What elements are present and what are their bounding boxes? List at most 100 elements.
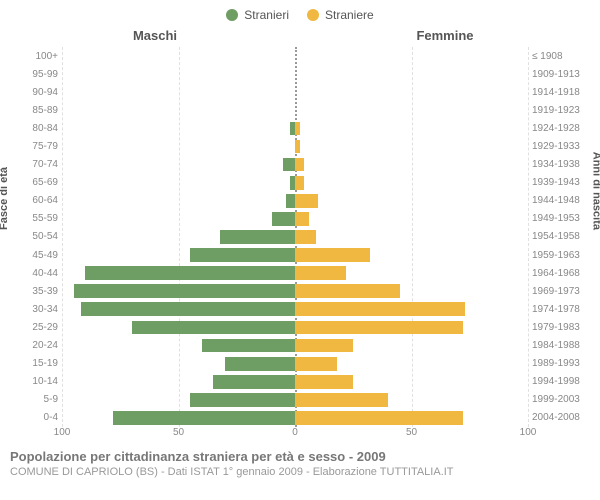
age-group-label: 80-84 <box>10 119 58 137</box>
age-group-label: 35-39 <box>10 282 58 300</box>
legend-label-male: Stranieri <box>244 8 289 22</box>
birth-year-label: 1919-1923 <box>532 101 590 119</box>
age-group-label: 0-4 <box>10 409 58 427</box>
legend-swatch-female <box>307 9 319 21</box>
birth-year-label: 1944-1948 <box>532 192 590 210</box>
plot-area: 100+95-9990-9485-8980-8475-7970-7465-696… <box>10 47 590 427</box>
y-axis-title-right: Anni di nascita <box>590 152 600 230</box>
pyramid-row <box>62 282 528 300</box>
male-bar <box>85 266 295 280</box>
x-tick-label: 50 <box>406 427 417 438</box>
birth-year-label: 2004-2008 <box>532 409 590 427</box>
birth-year-label: 1959-1963 <box>532 246 590 264</box>
pyramid-row <box>62 83 528 101</box>
age-group-label: 5-9 <box>10 391 58 409</box>
age-group-label: 40-44 <box>10 264 58 282</box>
birth-year-label: 1974-1978 <box>532 300 590 318</box>
male-bar <box>132 321 295 335</box>
birth-year-label: 1929-1933 <box>532 137 590 155</box>
female-bar <box>295 266 346 280</box>
age-group-label: 85-89 <box>10 101 58 119</box>
male-bar <box>220 230 295 244</box>
pyramid-row <box>62 119 528 137</box>
pyramid-row <box>62 373 528 391</box>
chart-title: Popolazione per cittadinanza straniera p… <box>10 449 590 464</box>
birth-year-label: 1964-1968 <box>532 264 590 282</box>
female-bar <box>295 375 353 389</box>
age-group-label: 15-19 <box>10 355 58 373</box>
legend: Stranieri Straniere <box>10 8 590 22</box>
x-axis-ticks: 10050050100 <box>62 427 528 443</box>
pyramid-row <box>62 174 528 192</box>
female-bar <box>295 122 300 136</box>
legend-item-straniere: Straniere <box>307 8 374 22</box>
female-bar <box>295 140 300 154</box>
birth-year-label: 1984-1988 <box>532 337 590 355</box>
female-bar <box>295 248 370 262</box>
birth-year-label: 1994-1998 <box>532 373 590 391</box>
male-bar <box>213 375 295 389</box>
age-group-label: 25-29 <box>10 318 58 336</box>
male-bar <box>286 194 295 208</box>
age-group-label: 95-99 <box>10 65 58 83</box>
male-bar <box>81 302 295 316</box>
x-tick-label: 50 <box>173 427 184 438</box>
female-bar <box>295 357 337 371</box>
pyramid-row <box>62 101 528 119</box>
legend-item-stranieri: Stranieri <box>226 8 289 22</box>
legend-label-female: Straniere <box>325 8 374 22</box>
pyramid-row <box>62 246 528 264</box>
birth-year-label: 1979-1983 <box>532 318 590 336</box>
birth-year-label: 1939-1943 <box>532 174 590 192</box>
age-group-label: 70-74 <box>10 156 58 174</box>
female-bar <box>295 230 316 244</box>
y-axis-right-ticks: ≤ 19081909-19131914-19181919-19231924-19… <box>528 47 590 427</box>
x-tick-label: 0 <box>292 427 298 438</box>
female-bar <box>295 176 304 190</box>
age-group-label: 45-49 <box>10 246 58 264</box>
birth-year-label: 1949-1953 <box>532 210 590 228</box>
birth-year-label: 1999-2003 <box>532 391 590 409</box>
pyramid-row <box>62 300 528 318</box>
pyramid-row <box>62 337 528 355</box>
bars-area <box>62 47 528 427</box>
chart-subtitle: COMUNE DI CAPRIOLO (BS) - Dati ISTAT 1° … <box>10 466 590 478</box>
pyramid-row <box>62 391 528 409</box>
pyramid-row <box>62 210 528 228</box>
birth-year-label: 1934-1938 <box>532 156 590 174</box>
pyramid-row <box>62 355 528 373</box>
header-maschi: Maschi <box>10 28 300 43</box>
pyramid-row <box>62 156 528 174</box>
population-pyramid-chart: Stranieri Straniere Maschi Femmine Fasce… <box>0 0 600 500</box>
x-tick-label: 100 <box>520 427 537 438</box>
pyramid-row <box>62 264 528 282</box>
column-headers: Maschi Femmine <box>10 28 590 43</box>
male-bar <box>113 411 295 425</box>
female-bar <box>295 393 388 407</box>
pyramid-row <box>62 65 528 83</box>
age-group-label: 100+ <box>10 47 58 65</box>
birth-year-label: 1909-1913 <box>532 65 590 83</box>
birth-year-label: 1924-1928 <box>532 119 590 137</box>
male-bar <box>190 393 295 407</box>
male-bar <box>74 284 295 298</box>
pyramid-row <box>62 137 528 155</box>
female-bar <box>295 411 463 425</box>
female-bar <box>295 321 463 335</box>
legend-swatch-male <box>226 9 238 21</box>
female-bar <box>295 302 465 316</box>
pyramid-row <box>62 192 528 210</box>
age-group-label: 60-64 <box>10 192 58 210</box>
female-bar <box>295 284 400 298</box>
x-tick-label: 100 <box>54 427 71 438</box>
header-femmine: Femmine <box>300 28 590 43</box>
birth-year-label: 1914-1918 <box>532 83 590 101</box>
male-bar <box>202 339 295 353</box>
birth-year-label: 1969-1973 <box>532 282 590 300</box>
male-bar <box>283 158 295 172</box>
y-axis-title-left: Fasce di età <box>0 167 10 230</box>
age-group-label: 55-59 <box>10 210 58 228</box>
pyramid-row <box>62 228 528 246</box>
birth-year-label: ≤ 1908 <box>532 47 590 65</box>
pyramid-row <box>62 318 528 336</box>
